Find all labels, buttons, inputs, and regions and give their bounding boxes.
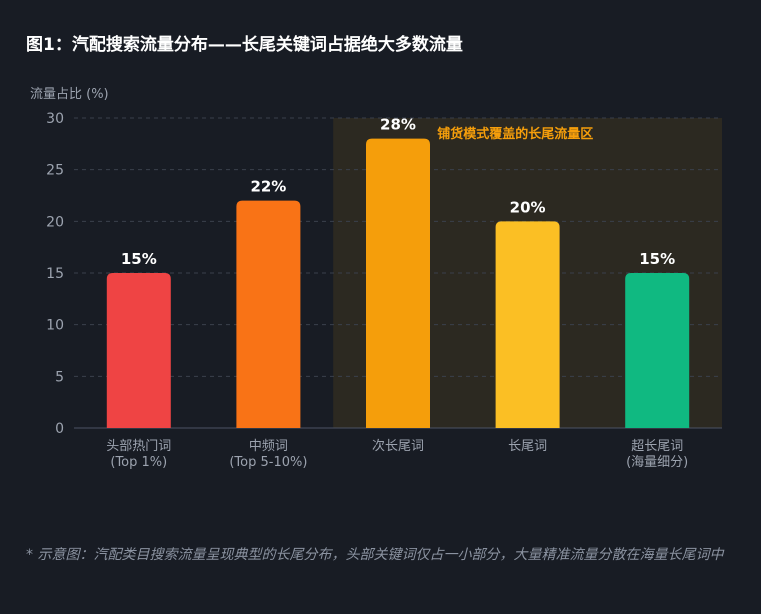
bar-value-label: 22% — [250, 178, 286, 196]
y-axis-title: 流量占比 (%) — [30, 87, 109, 102]
bar-value-label: 15% — [121, 250, 157, 268]
bar — [495, 221, 560, 428]
x-tick-label: (海量细分) — [626, 455, 688, 470]
bar-value-label: 28% — [380, 116, 416, 134]
chart-footnote: * 示意图：汽配类目搜索流量呈现典型的长尾分布，头部关键词仅占一小部分，大量精准… — [26, 547, 724, 563]
chart-title: 图1：汽配搜索流量分布——长尾关键词占据绝大多数流量 — [26, 35, 463, 55]
y-tick-label: 15 — [46, 266, 64, 282]
bar — [625, 273, 690, 428]
x-tick-label: 次长尾词 — [372, 438, 424, 454]
x-tick-label: 中频词 — [249, 439, 288, 454]
y-tick-label: 20 — [46, 214, 64, 230]
y-tick-label: 10 — [46, 318, 64, 334]
bar — [366, 138, 430, 428]
highlight-region-label: 铺货模式覆盖的长尾流量区 — [437, 126, 593, 142]
y-tick-label: 25 — [46, 163, 64, 179]
x-tick-label: (Top 1%) — [110, 455, 167, 470]
y-tick-label: 5 — [55, 369, 64, 385]
x-tick-label: 长尾词 — [508, 439, 547, 454]
bar-value-label: 20% — [510, 198, 546, 216]
x-tick-label: (Top 5-10%) — [229, 455, 307, 470]
bar — [236, 200, 301, 428]
bar — [106, 273, 171, 428]
y-tick-label: 0 — [55, 421, 64, 437]
x-tick-label: 头部热门词 — [106, 439, 171, 454]
x-tick-label: 超长尾词 — [631, 439, 683, 454]
y-tick-label: 30 — [46, 111, 64, 127]
bar-value-label: 15% — [639, 250, 675, 268]
